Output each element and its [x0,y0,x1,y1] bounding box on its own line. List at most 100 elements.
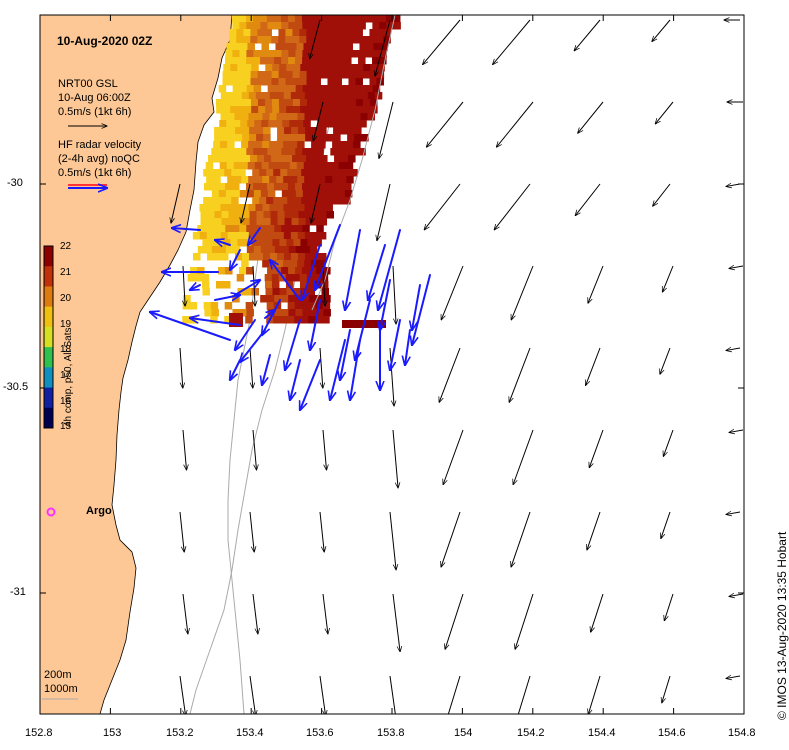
model-vector [441,265,464,320]
sst-pixel [223,64,231,72]
sst-pixel [325,204,333,212]
sst-pixel [271,78,279,86]
sst-pixel [239,225,247,233]
sst-pixel [214,134,222,142]
radar-vector [248,227,261,245]
sst-pixel [295,148,303,156]
sst-pixel [288,85,297,93]
sst-pixel [369,29,377,37]
sst-pixel [202,239,210,247]
sst-pixel [220,141,228,149]
sst-pixel [192,232,201,240]
sst-pixel [292,36,300,44]
sst-pixel [323,22,331,30]
sst-pixel [320,99,329,107]
sst-pixel [316,57,324,65]
sst-pixel [203,197,211,205]
sst-pixel [222,99,231,107]
sst-pixel [246,22,254,30]
sst-pixel [245,15,254,23]
model-vector [652,19,671,41]
sst-pixel [355,29,363,37]
sst-pixel [246,309,254,317]
sst-pixel [213,204,221,212]
sst-pixel [267,190,276,198]
sst-pixel [241,176,249,184]
sst-pixel [255,204,263,212]
sst-pixel [302,225,310,233]
sst-pixel [343,183,352,191]
model-vector [319,675,326,714]
sst-pixel [301,169,309,177]
sst-pixel [216,106,224,114]
sst-pixel [236,155,244,163]
sst-pixel [318,141,326,149]
sst-pixel [224,169,232,177]
sst-pixel [192,253,201,261]
sst-pixel [277,127,285,135]
sst-pixel [341,36,349,44]
sst-pixel [274,57,282,65]
sst-pixel [262,260,270,268]
sst-pixel [343,15,352,23]
sst-pixel [299,29,307,37]
sst-pixel [297,253,306,261]
sst-pixel [321,288,330,296]
sst-pixel [324,43,332,51]
sst-pixel [330,148,338,156]
sst-pixel [304,253,313,261]
sst-pixel [233,162,242,170]
sst-pixel [302,50,310,58]
lon-tick-153-2: 153.2 [166,727,194,739]
sst-pixel [261,120,269,128]
sst-pixel [297,92,306,100]
sst-pixel [232,309,240,317]
sst-pixel [329,15,338,23]
sst-pixel [249,211,257,219]
colorbar-label-17: 17 [60,370,72,381]
sst-pixel [295,22,303,30]
sst-pixel [273,15,282,23]
sst-pixel [291,127,299,135]
sst-pixel [229,99,238,107]
sst-pixel [266,15,275,23]
sst-pixel [310,162,319,170]
radar-vector [270,260,301,301]
model-vector [664,593,674,621]
sst-pixel [218,246,227,254]
sst-pixel [222,71,231,79]
model-vector [179,511,184,552]
sst-pixel [210,197,218,205]
sst-pixel [297,176,305,184]
sst-pixel [292,71,301,79]
legend-radar-line-3: 0.5m/s (1kt 6h) [58,167,132,179]
model-vector [588,265,604,303]
model-vector [252,593,258,634]
sst-pixel [280,15,289,23]
lon-tick-152-8: 152.8 [25,727,53,739]
sst-pixel [302,22,310,30]
sst-pixel [348,78,356,86]
radar-vector [412,274,431,345]
sst-pixel [214,211,222,219]
sst-pixel [232,57,240,65]
sst-pixel [262,92,271,100]
sst-pixel [223,239,231,247]
model-vector [726,512,741,514]
sst-pixel [246,50,254,58]
sst-pixel [323,295,331,303]
sst-pixel [311,141,319,149]
sst-pixel [355,99,364,107]
sst-pixel [284,211,292,219]
sst-pixel [255,253,264,261]
sst-pixel [248,92,257,100]
sst-pixel [256,127,264,135]
sst-pixel [244,64,252,72]
radar-vector [310,299,321,350]
sst-pixel [260,50,268,58]
sst-pixel [281,225,289,233]
sst-pixel [327,29,335,37]
sst-pixel [290,260,298,268]
sst-pixel [203,169,211,177]
sst-pixel [224,197,232,205]
